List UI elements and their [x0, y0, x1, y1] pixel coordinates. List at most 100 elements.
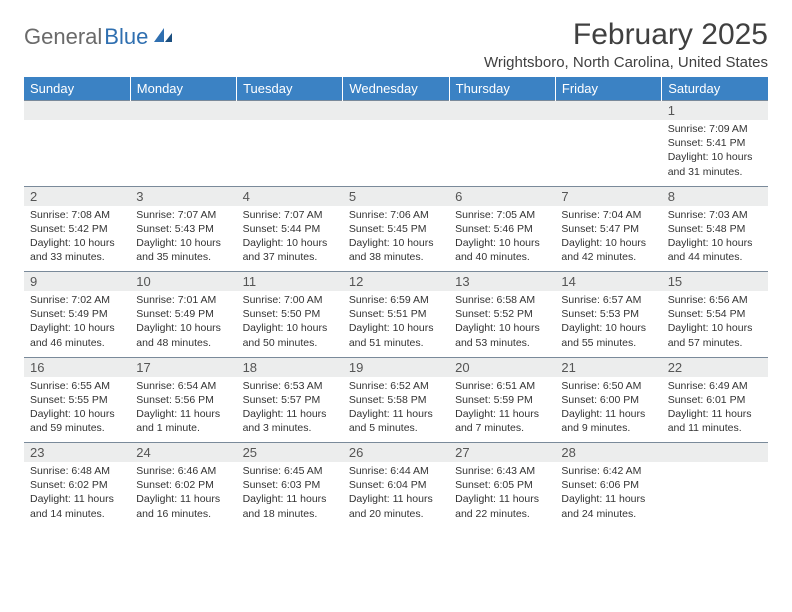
day-content-cell: Sunrise: 7:03 AMSunset: 5:48 PMDaylight:… — [662, 206, 768, 272]
sunrise-line: Sunrise: 6:57 AM — [561, 293, 655, 307]
day-content-cell — [555, 120, 661, 186]
day-content-cell: Sunrise: 6:50 AMSunset: 6:00 PMDaylight:… — [555, 377, 661, 443]
day-content-cell: Sunrise: 6:53 AMSunset: 5:57 PMDaylight:… — [237, 377, 343, 443]
day-number-cell: 22 — [662, 357, 768, 377]
sunrise-line: Sunrise: 7:07 AM — [136, 208, 230, 222]
sunset-line: Sunset: 5:44 PM — [243, 222, 337, 236]
title-block: February 2025 Wrightsboro, North Carolin… — [484, 18, 768, 71]
daylight-line: Daylight: 10 hours and 44 minutes. — [668, 236, 762, 264]
day-number-cell: 9 — [24, 272, 130, 292]
daylight-line: Daylight: 11 hours and 24 minutes. — [561, 492, 655, 520]
day-number-cell: 13 — [449, 272, 555, 292]
sunrise-line: Sunrise: 6:56 AM — [668, 293, 762, 307]
day-content-cell: Sunrise: 6:48 AMSunset: 6:02 PMDaylight:… — [24, 462, 130, 527]
sunrise-line: Sunrise: 6:55 AM — [30, 379, 124, 393]
day-content-cell: Sunrise: 6:52 AMSunset: 5:58 PMDaylight:… — [343, 377, 449, 443]
sunset-line: Sunset: 6:06 PM — [561, 478, 655, 492]
day-number-cell: 10 — [130, 272, 236, 292]
sunrise-line: Sunrise: 7:06 AM — [349, 208, 443, 222]
sunset-line: Sunset: 6:05 PM — [455, 478, 549, 492]
week-content-row: Sunrise: 6:48 AMSunset: 6:02 PMDaylight:… — [24, 462, 768, 527]
daylight-line: Daylight: 10 hours and 48 minutes. — [136, 321, 230, 349]
daylight-line: Daylight: 10 hours and 51 minutes. — [349, 321, 443, 349]
logo-sail-icon — [152, 26, 174, 49]
daylight-line: Daylight: 10 hours and 37 minutes. — [243, 236, 337, 264]
day-number-cell: 28 — [555, 443, 661, 463]
sunset-line: Sunset: 5:56 PM — [136, 393, 230, 407]
sunset-line: Sunset: 5:45 PM — [349, 222, 443, 236]
day-number-cell: 24 — [130, 443, 236, 463]
sunrise-line: Sunrise: 6:46 AM — [136, 464, 230, 478]
day-content-cell: Sunrise: 7:01 AMSunset: 5:49 PMDaylight:… — [130, 291, 236, 357]
sunrise-line: Sunrise: 7:03 AM — [668, 208, 762, 222]
day-number-cell: 4 — [237, 186, 343, 206]
day-content-cell: Sunrise: 6:42 AMSunset: 6:06 PMDaylight:… — [555, 462, 661, 527]
week-daynum-row: 232425262728 — [24, 443, 768, 463]
daylight-line: Daylight: 10 hours and 46 minutes. — [30, 321, 124, 349]
day-content-cell: Sunrise: 7:02 AMSunset: 5:49 PMDaylight:… — [24, 291, 130, 357]
day-number-cell: 19 — [343, 357, 449, 377]
day-content-cell — [449, 120, 555, 186]
daylight-line: Daylight: 10 hours and 35 minutes. — [136, 236, 230, 264]
sunset-line: Sunset: 6:00 PM — [561, 393, 655, 407]
day-number-cell: 7 — [555, 186, 661, 206]
day-content-cell — [130, 120, 236, 186]
daylight-line: Daylight: 11 hours and 5 minutes. — [349, 407, 443, 435]
daylight-line: Daylight: 11 hours and 14 minutes. — [30, 492, 124, 520]
week-daynum-row: 1 — [24, 101, 768, 121]
day-content-cell — [24, 120, 130, 186]
daylight-line: Daylight: 11 hours and 3 minutes. — [243, 407, 337, 435]
calendar-table: Sunday Monday Tuesday Wednesday Thursday… — [24, 77, 768, 527]
sunrise-line: Sunrise: 7:02 AM — [30, 293, 124, 307]
sunrise-line: Sunrise: 7:08 AM — [30, 208, 124, 222]
sunrise-line: Sunrise: 7:07 AM — [243, 208, 337, 222]
sunrise-line: Sunrise: 6:50 AM — [561, 379, 655, 393]
sunset-line: Sunset: 6:01 PM — [668, 393, 762, 407]
sunset-line: Sunset: 5:41 PM — [668, 136, 762, 150]
sunrise-line: Sunrise: 6:52 AM — [349, 379, 443, 393]
sunrise-line: Sunrise: 6:49 AM — [668, 379, 762, 393]
day-content-cell: Sunrise: 6:45 AMSunset: 6:03 PMDaylight:… — [237, 462, 343, 527]
day-content-cell: Sunrise: 6:44 AMSunset: 6:04 PMDaylight:… — [343, 462, 449, 527]
day-number-cell — [449, 101, 555, 121]
sunset-line: Sunset: 5:53 PM — [561, 307, 655, 321]
month-title: February 2025 — [484, 18, 768, 52]
dayhead-fri: Friday — [555, 77, 661, 101]
location: Wrightsboro, North Carolina, United Stat… — [484, 54, 768, 71]
sunset-line: Sunset: 6:04 PM — [349, 478, 443, 492]
day-content-cell: Sunrise: 6:54 AMSunset: 5:56 PMDaylight:… — [130, 377, 236, 443]
day-number-cell: 17 — [130, 357, 236, 377]
day-number-cell: 14 — [555, 272, 661, 292]
week-daynum-row: 16171819202122 — [24, 357, 768, 377]
day-content-cell: Sunrise: 6:58 AMSunset: 5:52 PMDaylight:… — [449, 291, 555, 357]
sunset-line: Sunset: 5:59 PM — [455, 393, 549, 407]
sunrise-line: Sunrise: 7:05 AM — [455, 208, 549, 222]
day-number-cell — [662, 443, 768, 463]
sunset-line: Sunset: 5:46 PM — [455, 222, 549, 236]
day-number-cell — [343, 101, 449, 121]
sunset-line: Sunset: 5:47 PM — [561, 222, 655, 236]
sunset-line: Sunset: 5:49 PM — [30, 307, 124, 321]
sunset-line: Sunset: 6:02 PM — [30, 478, 124, 492]
day-number-cell: 18 — [237, 357, 343, 377]
day-content-cell: Sunrise: 6:43 AMSunset: 6:05 PMDaylight:… — [449, 462, 555, 527]
daylight-line: Daylight: 10 hours and 40 minutes. — [455, 236, 549, 264]
dayhead-sat: Saturday — [662, 77, 768, 101]
sunrise-line: Sunrise: 7:00 AM — [243, 293, 337, 307]
day-number-cell — [24, 101, 130, 121]
day-content-cell: Sunrise: 6:49 AMSunset: 6:01 PMDaylight:… — [662, 377, 768, 443]
week-content-row: Sunrise: 7:09 AMSunset: 5:41 PMDaylight:… — [24, 120, 768, 186]
day-content-cell: Sunrise: 6:57 AMSunset: 5:53 PMDaylight:… — [555, 291, 661, 357]
daylight-line: Daylight: 11 hours and 9 minutes. — [561, 407, 655, 435]
sunset-line: Sunset: 6:03 PM — [243, 478, 337, 492]
header: GeneralBlue February 2025 Wrightsboro, N… — [24, 18, 768, 71]
day-header-row: Sunday Monday Tuesday Wednesday Thursday… — [24, 77, 768, 101]
day-number-cell — [555, 101, 661, 121]
day-number-cell: 2 — [24, 186, 130, 206]
daylight-line: Daylight: 11 hours and 16 minutes. — [136, 492, 230, 520]
sunrise-line: Sunrise: 6:48 AM — [30, 464, 124, 478]
daylight-line: Daylight: 11 hours and 7 minutes. — [455, 407, 549, 435]
sunrise-line: Sunrise: 6:51 AM — [455, 379, 549, 393]
week-content-row: Sunrise: 7:08 AMSunset: 5:42 PMDaylight:… — [24, 206, 768, 272]
day-content-cell: Sunrise: 7:06 AMSunset: 5:45 PMDaylight:… — [343, 206, 449, 272]
